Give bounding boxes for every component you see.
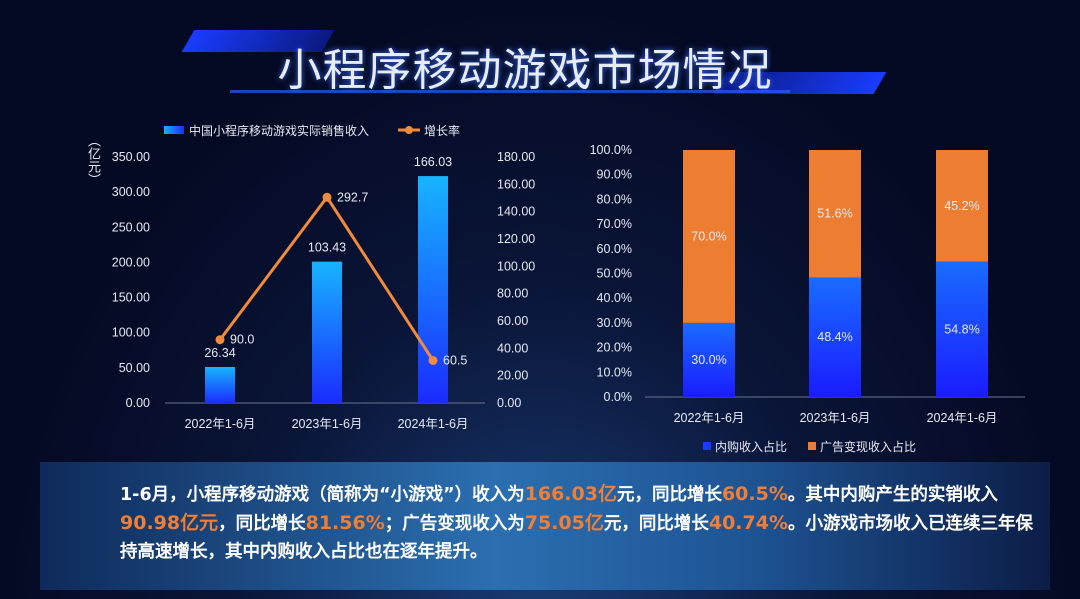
summary-text: 1-6月，小程序移动游戏（简称为“小游戏”）收入为166.03亿元，同比增长60… (40, 462, 1050, 590)
summary-segment: 元，同比增长 (603, 514, 709, 534)
left-axis-tick: 300.00 (112, 185, 150, 199)
y-axis-tick: 80.0% (597, 192, 632, 206)
legend-in-app-label: 内购收入占比 (715, 439, 787, 454)
left-axis-tick: 150.00 (112, 291, 150, 305)
right-axis-tick: 180.00 (497, 150, 535, 164)
x-axis-tick: 2024年1-6月 (927, 411, 998, 425)
bar (205, 367, 235, 403)
page-title: 小程序移动游戏市场情况 (277, 45, 773, 96)
x-axis-tick: 2024年1-6月 (398, 417, 469, 431)
left-axis-label: （亿元） (86, 134, 101, 186)
y-axis-tick: 10.0% (597, 365, 632, 379)
left-axis-tick: 200.00 (112, 255, 150, 269)
summary-segment: 元，同比增长 (616, 485, 722, 505)
right-axis-tick: 80.00 (497, 287, 528, 301)
right-axis-tick: 160.00 (497, 177, 535, 191)
left-axis-tick: 350.00 (112, 150, 150, 164)
charts: 0.00 50.00 100.00 150.00 200.00 250.00 300.00 3… (112, 123, 1025, 454)
y-axis-tick: 90.0% (597, 168, 632, 182)
highlight-value: 40.74% (708, 512, 788, 534)
right-axis-tick: 140.00 (497, 205, 535, 219)
summary-segment: 。其中内购产生的实销收入 (787, 485, 998, 505)
legend-ad-swatch (808, 442, 816, 450)
bar-data-label: 103.43 (308, 241, 346, 255)
y-axis-tick: 20.0% (597, 341, 632, 355)
highlight-value: 75.05亿 (524, 512, 604, 534)
ad-data-label: 70.0% (691, 229, 726, 243)
y-axis-tick: 60.0% (597, 242, 632, 256)
x-axis-tick: 2022年1-6月 (674, 411, 745, 425)
right-axis-tick: 100.00 (497, 259, 535, 273)
ad-data-label: 51.6% (817, 207, 852, 221)
ad-data-label: 45.2% (944, 199, 979, 213)
in-app-purchase-bar (683, 322, 735, 397)
summary-segment: 1-6月，小程序移动游戏（简称为“小游戏”）收入为 (120, 485, 525, 505)
growth-point (215, 335, 225, 345)
in-app-purchase-bar (936, 261, 988, 397)
highlight-value: 81.56% (305, 512, 385, 534)
right-axis-tick: 60.00 (497, 314, 528, 328)
ad-revenue-bar (936, 150, 988, 262)
left-axis-tick: 100.00 (112, 326, 150, 340)
right-axis-tick: 40.00 (497, 341, 528, 355)
y-axis-tick: 70.0% (597, 217, 632, 231)
growth-point (322, 192, 332, 202)
in-app-data-label: 30.0% (691, 353, 726, 367)
x-axis-tick: 2022年1-6月 (185, 417, 256, 431)
x-axis-tick: 2023年1-6月 (292, 417, 363, 431)
legend-ad-label: 广告变现收入占比 (820, 439, 916, 454)
y-axis-tick: 50.0% (597, 267, 632, 281)
highlight-value: 166.03亿 (524, 483, 617, 505)
highlight-value: 90.98亿元 (120, 512, 219, 534)
left-axis-tick: 0.00 (126, 396, 150, 410)
ad-revenue-bar (809, 150, 861, 278)
line-data-label: 292.7 (337, 190, 368, 204)
line-data-label: 60.5 (443, 353, 467, 367)
highlight-value: 60.5% (721, 483, 788, 505)
right-axis-tick: 120.00 (497, 232, 535, 246)
bar-data-label: 166.03 (414, 155, 452, 169)
y-axis-tick: 40.0% (597, 291, 632, 305)
in-app-data-label: 54.8% (944, 322, 979, 336)
summary-segment: ；广告变现收入为 (384, 514, 525, 534)
right-axis-tick: 20.00 (497, 369, 528, 383)
y-axis-tick: 100.0% (590, 143, 632, 157)
bar (312, 261, 342, 403)
in-app-purchase-bar (809, 277, 861, 397)
y-axis-tick: 30.0% (597, 316, 632, 330)
legend-bar-swatch (164, 126, 184, 134)
bar-data-label: 26.34 (204, 346, 235, 360)
legend-in-app-swatch (703, 442, 711, 450)
summary-segment: ，同比增长 (218, 514, 306, 534)
left-axis-tick: 250.00 (112, 220, 150, 234)
x-axis-tick: 2023年1-6月 (800, 411, 871, 425)
legend-line-label: 增长率 (424, 123, 460, 138)
line-data-label: 90.0 (230, 333, 254, 347)
bar (418, 176, 448, 403)
title-banner-line (230, 90, 790, 93)
y-axis-tick: 0.0% (604, 390, 633, 404)
in-app-data-label: 48.4% (817, 330, 852, 344)
legend-bar-label: 中国小程序移动游戏实际销售收入 (189, 123, 369, 138)
ad-revenue-bar (683, 150, 735, 323)
summary-segment: 。小游戏市场收入已连续三年保持高速增长，其中内购收入占比也在逐年提升。 (120, 514, 1033, 562)
left-axis-tick: 50.00 (119, 361, 150, 375)
growth-point (428, 355, 438, 365)
right-axis-tick: 0.00 (497, 396, 521, 410)
legend-line-marker (405, 126, 413, 134)
